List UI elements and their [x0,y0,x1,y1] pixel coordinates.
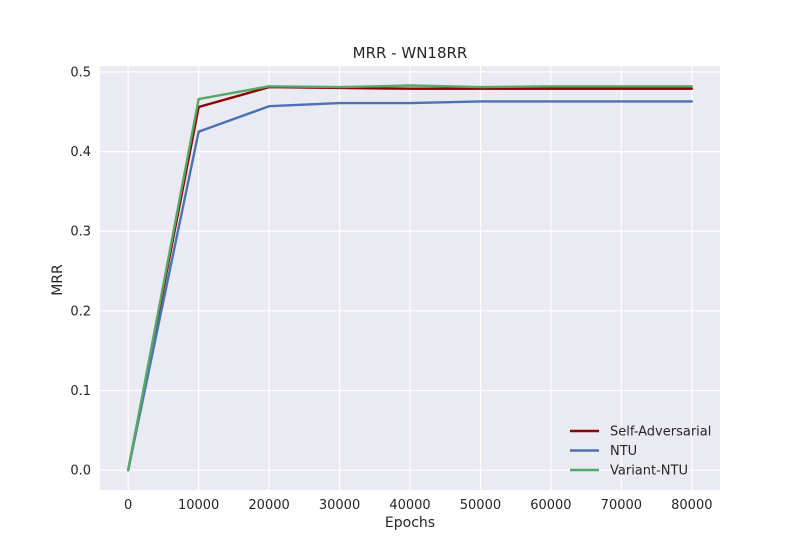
series-line-ntu [126,100,694,472]
series-layer [126,84,694,472]
x-axis-title: Epochs [385,515,435,531]
y-axis-title: MRR [50,264,66,296]
legend-label-self-adversarial: Self-Adversarial [610,425,711,440]
x-tick-label-2: 20000 [248,498,289,513]
legend-label-variant-ntu: Variant-NTU [610,464,688,479]
x-tick-label-0: 0 [124,498,132,513]
x-tick-labels: 0 10000 20000 30000 40000 50000 60000 70000 8000… [124,498,712,513]
x-tick-label-5: 50000 [460,498,501,513]
x-tick-label-3: 30000 [319,498,360,513]
y-tick-label-4: 0.4 [70,145,91,160]
legend: Self-Adversarial NTU Variant-NTU [570,425,711,479]
grid-layer [100,66,720,490]
x-tick-label-8: 80000 [671,498,712,513]
y-tick-label-1: 0.1 [70,384,91,399]
series-line-variant-ntu [126,84,694,472]
chart-title: MRR - WN18RR [353,44,468,62]
y-tick-label-2: 0.2 [70,304,91,319]
y-tick-labels: 0.0 0.1 0.2 0.3 0.4 0.5 [70,65,91,478]
x-tick-label-4: 40000 [389,498,430,513]
legend-label-ntu: NTU [610,444,637,459]
y-tick-label-0: 0.0 [70,464,91,479]
x-tick-label-1: 10000 [178,498,219,513]
x-tick-label-6: 60000 [530,498,571,513]
series-line-self-adversarial [126,85,694,472]
x-tick-label-7: 70000 [601,498,642,513]
y-tick-label-3: 0.3 [70,225,91,240]
y-tick-label-5: 0.5 [70,65,91,80]
